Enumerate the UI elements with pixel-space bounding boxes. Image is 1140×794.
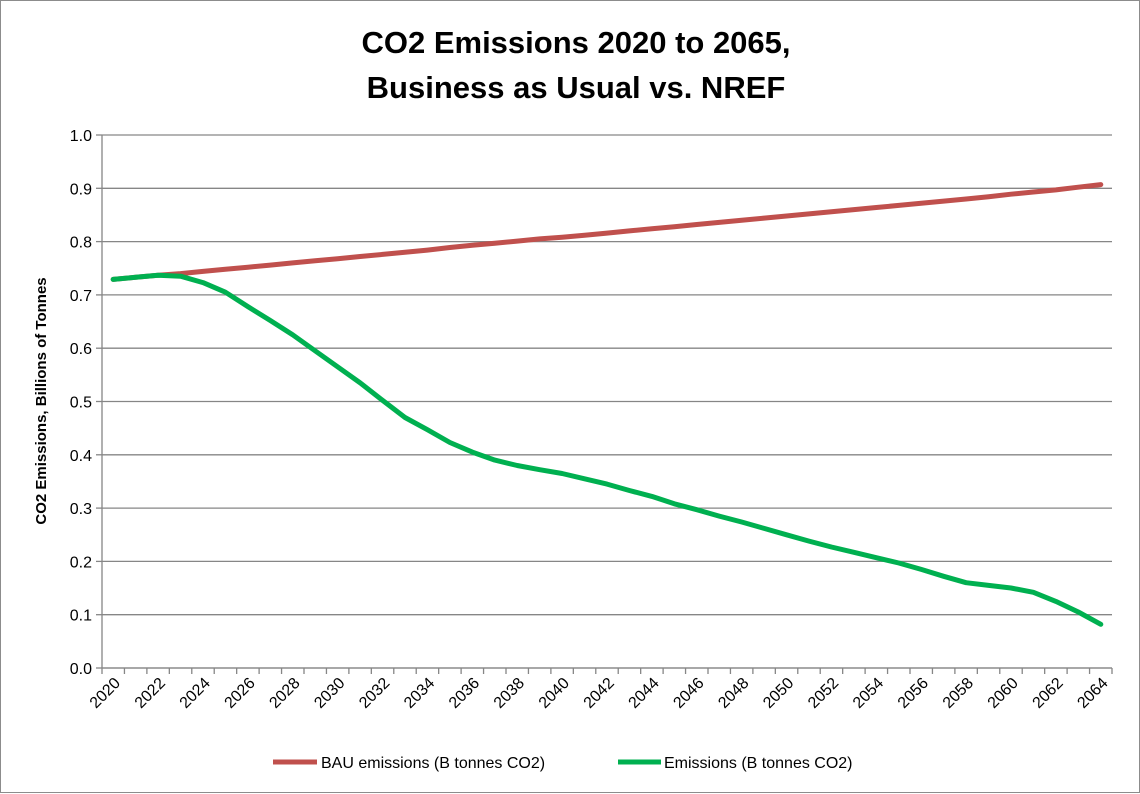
x-tick-label: 2040 <box>536 675 573 712</box>
x-tick-label: 2038 <box>491 675 528 712</box>
legend: BAU emissions (B tonnes CO2) Emissions (… <box>273 755 853 772</box>
y-tick-label: 0.5 <box>70 395 92 412</box>
y-tick-label: 0.4 <box>70 448 92 465</box>
x-tick-label: 2020 <box>87 675 124 712</box>
series-lines <box>110 182 1104 627</box>
x-tick-label: 2042 <box>581 675 618 712</box>
x-tick-label: 2060 <box>985 675 1022 712</box>
x-tick-label: 2034 <box>401 675 438 712</box>
x-tick-label: 2044 <box>626 675 663 712</box>
x-tick-label: 2052 <box>805 675 842 712</box>
x-tick-label: 2032 <box>356 675 393 712</box>
x-tick-label: 2046 <box>670 675 707 712</box>
x-tick-label: 2028 <box>266 675 303 712</box>
x-tick-label: 2036 <box>446 675 483 712</box>
x-tick-label: 2062 <box>1030 675 1067 712</box>
y-tick-label: 0.1 <box>70 608 92 625</box>
y-tick-label: 0.9 <box>70 181 92 198</box>
y-tick-label: 0.6 <box>70 341 92 358</box>
y-tick-label: 0.3 <box>70 501 92 518</box>
legend-label-bau: BAU emissions (B tonnes CO2) <box>321 755 545 772</box>
y-tick-label: 0.2 <box>70 554 92 571</box>
x-tick-label: 2050 <box>760 675 797 712</box>
x-tick-label: 2064 <box>1074 675 1111 712</box>
series-line-emissions <box>110 272 1104 627</box>
x-tick-label: 2048 <box>715 675 752 712</box>
y-tick-label: 1.0 <box>70 128 92 145</box>
x-tick-label: 2030 <box>311 675 348 712</box>
legend-label-emissions: Emissions (B tonnes CO2) <box>664 755 853 772</box>
series-line-bau <box>110 182 1104 282</box>
y-tick-label: 0.7 <box>70 288 92 305</box>
x-tick-label: 2022 <box>132 675 169 712</box>
x-tick-label: 2058 <box>940 675 977 712</box>
y-axis-title: CO2 Emissions, Billions of Tonnes <box>33 277 50 524</box>
grid-lines <box>96 134 1113 674</box>
y-tick-label: 0.8 <box>70 235 92 252</box>
chart-title-line-1: CO2 Emissions 2020 to 2065, <box>361 25 790 60</box>
x-tick-label: 2024 <box>177 675 214 712</box>
x-tick-labels: 2020 2022 2024 2026 2028 2030 2032 2034 2036 2038… <box>87 675 1112 712</box>
chart-title-line-2: Business as Usual vs. NREF <box>367 70 786 105</box>
x-tick-label: 2026 <box>222 675 259 712</box>
y-tick-labels: 0.0 0.1 0.2 0.3 0.4 0.5 0.6 0.7 0.8 0.9 1.0 <box>70 128 92 678</box>
x-tick-label: 2056 <box>895 675 932 712</box>
y-tick-label: 0.0 <box>70 661 92 678</box>
x-tick-label: 2054 <box>850 675 887 712</box>
